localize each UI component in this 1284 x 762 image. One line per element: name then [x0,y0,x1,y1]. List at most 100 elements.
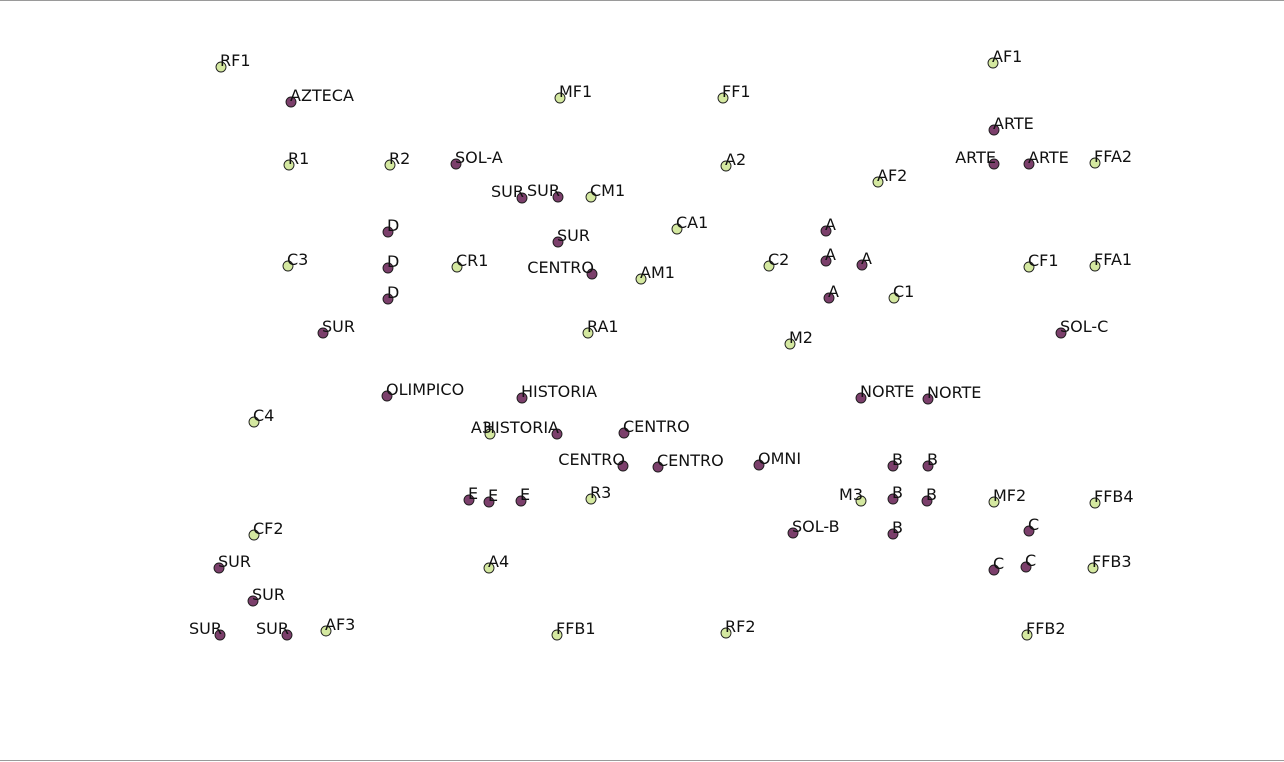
map-point-green: FFB3 [1087,552,1132,574]
point-label: A4 [488,552,509,571]
point-label: ARTE [993,114,1034,133]
map-point-purple: B [887,450,903,472]
map-point-green: A2 [720,150,746,172]
point-label: B [927,450,938,469]
point-marker [381,390,393,402]
point-label: SOL-B [792,517,840,536]
map-point-purple: C [1020,551,1036,573]
point-label: FFB3 [1092,552,1132,571]
point-marker [787,527,799,539]
map-point-green: AF2 [872,166,907,188]
point-label: FFA2 [1094,147,1132,166]
map-point-purple: CENTRO [652,451,724,473]
map-point-purple: SOL-B [787,517,840,539]
map-point-green: RA1 [582,317,619,339]
point-label: CF1 [1028,251,1059,270]
point-label: SUR [189,619,222,638]
map-point-purple: CENTRO [558,450,629,472]
point-marker [483,562,495,574]
point-label: ARTE [955,148,996,167]
point-label: SOL-C [1060,317,1108,336]
map-point-purple: SUR [189,619,226,641]
point-label: A3 [471,418,492,437]
map-point-green: CM1 [585,181,625,203]
map-point-purple: OLIMPICO [381,380,464,402]
point-label: AM1 [640,263,675,282]
map-point-purple: HISTORIA [516,382,597,404]
point-marker [582,327,594,339]
point-marker [282,260,294,272]
point-marker [451,261,463,273]
point-label: M2 [789,328,813,347]
point-marker [988,496,1000,508]
map-point-purple: SOL-C [1055,317,1108,339]
point-marker [617,460,629,472]
map-point-purple: SUR [491,182,528,204]
point-label: RF1 [220,51,251,70]
point-label: C1 [893,282,914,301]
point-marker [247,595,259,607]
point-label: CENTRO [558,450,625,469]
map-point-purple: B [887,483,903,505]
map-point-purple: SUR [552,226,590,248]
point-label: A [825,245,836,264]
point-marker [1055,327,1067,339]
point-marker [484,428,496,440]
point-label: D [387,216,399,235]
point-marker [1089,497,1101,509]
point-label: NORTE [860,382,914,401]
bottom-border-line [0,760,1284,761]
point-marker [753,459,765,471]
point-label: SUR [557,226,590,245]
map-point-green: AF1 [987,47,1022,69]
point-label: C [993,554,1004,573]
point-label: SUR [252,585,285,604]
map-point-green: AM1 [635,263,675,285]
point-label: E [520,485,530,504]
point-marker [887,528,899,540]
point-marker [382,293,394,305]
point-label: A [828,282,839,301]
point-marker [516,192,528,204]
map-point-purple: SUR [256,619,293,641]
map-point-purple: A [820,215,836,237]
point-marker [988,564,1000,576]
map-point-green: FFA1 [1089,250,1132,272]
point-marker [516,392,528,404]
point-label: CENTRO [623,417,690,436]
point-marker [551,428,563,440]
point-marker [652,461,664,473]
map-point-green: C4 [248,406,274,428]
point-label: C2 [768,250,789,269]
point-marker [988,158,1000,170]
point-label: C4 [253,406,274,425]
point-marker [820,255,832,267]
point-marker [283,159,295,171]
point-marker [552,191,564,203]
map-point-green: CF2 [248,519,284,541]
map-point-green: FFB1 [551,619,596,641]
map-point-purple: SUR [317,317,355,339]
point-label: SUR [491,182,524,201]
map-point-green: C1 [888,282,914,304]
point-marker [382,226,394,238]
map-point-purple: D [382,216,399,238]
point-label: OMNI [758,449,801,468]
map-point-green: R3 [585,483,611,505]
map-point-green: CR1 [451,251,488,273]
map-point-purple: CENTRO [527,258,598,280]
point-marker [872,176,884,188]
point-marker [1089,260,1101,272]
point-marker [820,225,832,237]
point-marker [552,236,564,248]
point-label: FFB2 [1026,619,1066,638]
map-point-green: MF1 [554,82,592,104]
point-label: FFA1 [1094,250,1132,269]
point-label: R3 [590,483,611,502]
map-point-purple: E [463,484,478,506]
point-marker [855,392,867,404]
point-marker [988,124,1000,136]
map-point-green: CA1 [671,213,708,235]
map-point-green: AF3 [320,615,355,637]
